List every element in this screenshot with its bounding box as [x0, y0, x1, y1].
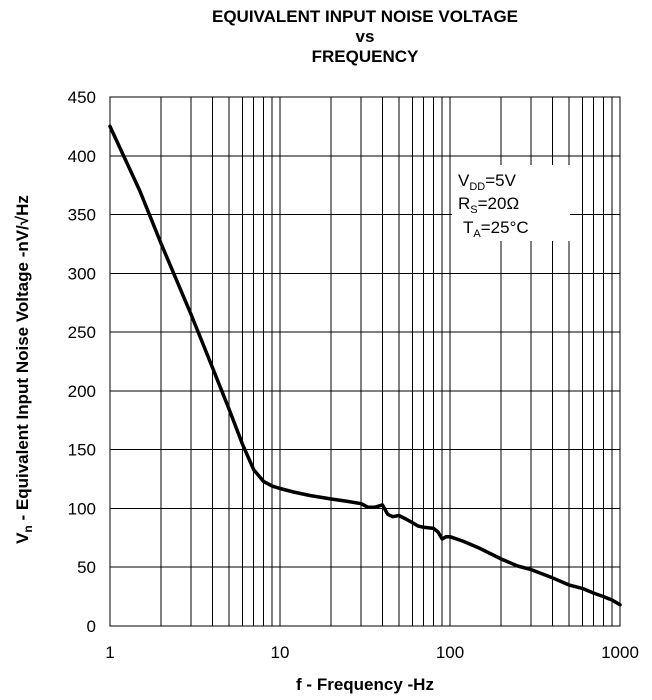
- legend-entry-subscript: DD: [469, 181, 485, 193]
- y-tick-label: 150: [68, 441, 96, 460]
- y-axis-title-main: V: [13, 532, 32, 544]
- x-axis-title: f - Frequency -Hz: [296, 675, 434, 694]
- y-tick-label: 200: [68, 382, 96, 401]
- legend-entry-value: =5V: [485, 171, 516, 190]
- legend-entry-symbol: V: [458, 171, 470, 190]
- legend-entry-subscript: A: [473, 228, 481, 240]
- plot-frame: [109, 96, 621, 627]
- legend-background: [452, 165, 570, 241]
- y-tick-label: 300: [68, 264, 96, 283]
- y-tick-label: 0: [87, 617, 96, 636]
- legend-entry: RS=20Ω: [458, 194, 519, 216]
- y-tick-label: 400: [68, 147, 96, 166]
- series-line-0: [108, 124, 622, 607]
- legend-entry: VDD=5V: [458, 171, 517, 193]
- legend-entry: TA=25°C: [463, 218, 529, 240]
- legend-entry-value: =20Ω: [478, 194, 520, 213]
- y-tick-labels: 0 50 100 150 200 250 300 350 400 450: [68, 88, 96, 636]
- chart-title-line-2: vs: [355, 27, 375, 46]
- y-tick-label: 50: [77, 558, 96, 577]
- y-axis-title-sub: n: [21, 525, 35, 532]
- chart-title-line-1: EQUIVALENT INPUT NOISE VOLTAGE: [211, 7, 519, 26]
- series-layer: [108, 124, 622, 607]
- x-tick-label: 100: [436, 643, 464, 662]
- y-tick-label: 450: [68, 88, 96, 107]
- y-axis-title-rest: - Equivalent Input Noise Voltage -nV/√Hz: [13, 195, 32, 525]
- y-axis-title: Vn - Equivalent Input Noise Voltage -nV/…: [13, 195, 35, 544]
- x-tick-label: 10: [271, 643, 290, 662]
- x-tick-labels: 1 10 100 1000: [105, 643, 639, 662]
- legend-entry-value: =25°C: [481, 218, 529, 237]
- legend-entry-subscript: S: [470, 204, 477, 216]
- y-tick-label: 100: [68, 499, 96, 518]
- chart-title-line-3: FREQUENCY: [311, 47, 419, 66]
- y-tick-label: 350: [68, 206, 96, 225]
- x-tick-label: 1000: [601, 643, 639, 662]
- x-tick-label: 1: [105, 643, 114, 662]
- legend-entry-symbol: R: [458, 194, 470, 213]
- legend-entry-symbol: T: [463, 218, 473, 237]
- y-tick-label: 250: [68, 323, 96, 342]
- chart-title: EQUIVALENT INPUT NOISE VOLTAGE vs FREQUE…: [110, 7, 620, 67]
